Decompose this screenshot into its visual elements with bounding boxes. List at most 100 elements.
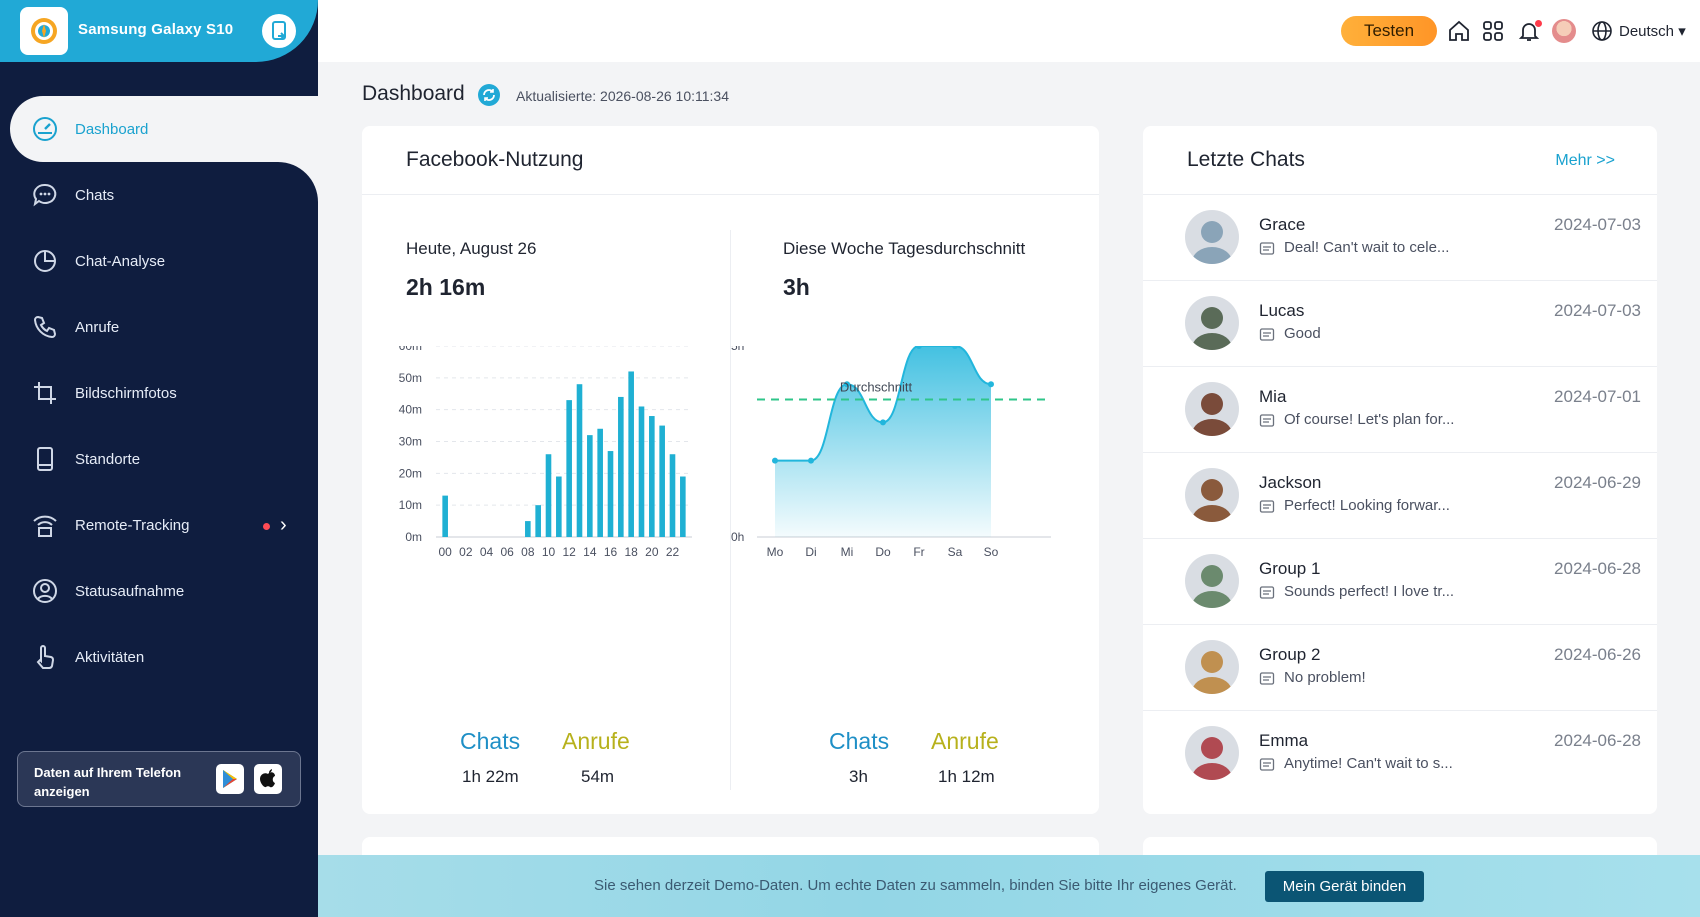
- bell-icon[interactable]: [1517, 19, 1541, 43]
- language-select[interactable]: Deutsch ▾: [1619, 22, 1686, 40]
- app-download-card: Daten auf Ihrem Telefon anzeigen: [17, 751, 301, 807]
- week-chats-legend: Chats: [829, 728, 890, 754]
- more-link[interactable]: Mehr >>: [1555, 152, 1615, 169]
- week-label: Diese Woche Tagesdurchschnitt: [783, 239, 1026, 258]
- message-icon: [1259, 671, 1275, 687]
- app-logo-icon: [20, 7, 68, 55]
- phone-icon: [31, 313, 59, 341]
- bar: [628, 371, 634, 537]
- sidebar-item-label: Aktivitäten: [75, 648, 145, 666]
- today-chats-value: 1h 22m: [462, 767, 519, 786]
- x-tick-label: Sa: [948, 545, 963, 559]
- sidebar-item-standorte[interactable]: Standorte: [0, 426, 318, 492]
- chat-list-item[interactable]: Emma Anytime! Can't wait to s... 2024-06-2…: [1143, 711, 1657, 797]
- divider: [362, 194, 1099, 195]
- refresh-icon[interactable]: [478, 84, 500, 106]
- sidebar-item-chats[interactable]: Chats: [0, 162, 318, 228]
- sidebar-item-label: Anrufe: [75, 318, 120, 336]
- message-icon: [1259, 757, 1275, 773]
- device-name: Samsung Galaxy S10: [78, 21, 234, 38]
- x-tick-label: Mi: [841, 545, 854, 559]
- sidebar-item-anrufe[interactable]: Anrufe: [0, 294, 318, 360]
- bar: [618, 396, 624, 537]
- today-calls-value: 54m: [581, 767, 615, 786]
- test-button[interactable]: Testen: [1341, 16, 1437, 46]
- sidebar-item-dashboard[interactable]: Dashboard: [10, 96, 318, 162]
- x-tick-label: 18: [624, 545, 638, 559]
- chat-date: 2024-07-01: [1554, 387, 1641, 406]
- bar: [566, 400, 572, 537]
- y-tick-label: 10m: [399, 498, 422, 512]
- today-calls-legend: Anrufe: [562, 728, 630, 754]
- chat-date: 2024-06-28: [1554, 559, 1641, 578]
- chat-list-item[interactable]: Lucas Good 2024-07-03: [1143, 281, 1657, 367]
- google-play-icon[interactable]: [216, 764, 244, 794]
- sidebar-item-bildschirmfotos[interactable]: Bildschirmfotos: [0, 360, 318, 426]
- bar: [576, 384, 583, 537]
- data-point: [844, 381, 850, 388]
- chat-preview: Anytime! Can't wait to s...: [1284, 755, 1453, 772]
- x-tick-label: 06: [500, 545, 514, 559]
- sidebar-item-aktivitaeten[interactable]: Aktivitäten: [0, 624, 318, 690]
- y-tick-label: 40m: [399, 403, 422, 417]
- chat-preview: Of course! Let's plan for...: [1284, 411, 1455, 428]
- sidebar-item-label: Statusaufnahme: [75, 582, 185, 600]
- pie-chart-icon: [31, 247, 59, 275]
- demo-banner: Sie sehen derzeit Demo-Daten. Um echte D…: [318, 855, 1700, 917]
- switch-device-icon[interactable]: [262, 14, 296, 48]
- avatar: [1185, 554, 1239, 608]
- apple-store-icon[interactable]: [254, 764, 282, 794]
- chevron-right-icon[interactable]: ›: [280, 514, 287, 536]
- x-tick-label: Mo: [767, 545, 784, 559]
- chat-list-item[interactable]: Group 2 No problem! 2024-06-26: [1143, 625, 1657, 711]
- chat-preview: Good: [1284, 325, 1321, 342]
- language-label: Deutsch: [1619, 23, 1675, 40]
- home-icon[interactable]: [1447, 19, 1471, 43]
- bar: [649, 416, 655, 537]
- globe-icon[interactable]: [1590, 19, 1614, 43]
- sidebar-item-label: Standorte: [75, 450, 141, 468]
- avatar: [1185, 468, 1239, 522]
- app-download-text: Daten auf Ihrem Telefon anzeigen: [34, 765, 182, 799]
- sidebar-item-statusaufnahme[interactable]: Statusaufnahme: [0, 558, 318, 624]
- bar: [659, 425, 665, 537]
- chat-list-item[interactable]: Group 1 Sounds perfect! I love tr... 2024-…: [1143, 539, 1657, 625]
- chevron-down-icon: ▾: [1678, 23, 1686, 40]
- bar: [607, 451, 614, 537]
- top-bar: [318, 0, 1700, 62]
- chat-list-item[interactable]: Grace Deal! Can't wait to cele... 2024-07-…: [1143, 195, 1657, 281]
- data-point: [916, 346, 922, 349]
- avatar: [1185, 640, 1239, 694]
- week-calls-value: 1h 12m: [938, 767, 995, 786]
- bar: [535, 505, 541, 537]
- bar: [680, 476, 686, 537]
- sidebar-nav: Dashboard Chats Chat-Analyse Anrufe Bild…: [0, 96, 318, 690]
- x-tick-label: 04: [480, 545, 494, 559]
- x-tick-label: Do: [875, 545, 891, 559]
- sidebar-item-remote-tracking[interactable]: Remote-Tracking ›: [0, 492, 318, 558]
- x-tick-label: 16: [604, 545, 618, 559]
- chat-preview: No problem!: [1284, 669, 1366, 686]
- message-icon: [1259, 499, 1275, 515]
- y-tick-label: 30m: [399, 435, 422, 449]
- week-chats-value: 3h: [849, 767, 868, 786]
- x-tick-label: Di: [805, 545, 816, 559]
- today-label: Heute, August 26: [406, 239, 537, 258]
- y-tick-label: 50m: [399, 371, 422, 385]
- x-tick-label: 20: [645, 545, 659, 559]
- card-title: Facebook-Nutzung: [406, 148, 584, 171]
- bar: [638, 406, 645, 537]
- apps-grid-icon[interactable]: [1481, 19, 1505, 43]
- sidebar-item-label: Dashboard: [75, 120, 149, 138]
- chat-bubble-icon: [31, 181, 59, 209]
- y-tick-label: 0m: [405, 530, 422, 544]
- user-avatar[interactable]: [1552, 19, 1576, 43]
- chat-list-item[interactable]: Jackson Perfect! Looking forwar... 2024-06…: [1143, 453, 1657, 539]
- sidebar-item-chat-analyse[interactable]: Chat-Analyse: [0, 228, 318, 294]
- bind-device-button[interactable]: Mein Gerät binden: [1265, 871, 1424, 902]
- chat-preview: Sounds perfect! I love tr...: [1284, 583, 1455, 600]
- chat-list-item[interactable]: Mia Of course! Let's plan for... 2024-07-0…: [1143, 367, 1657, 453]
- x-tick-label: So: [984, 545, 999, 559]
- chat-preview: Perfect! Looking forwar...: [1284, 497, 1450, 514]
- notification-dot: [1535, 20, 1542, 27]
